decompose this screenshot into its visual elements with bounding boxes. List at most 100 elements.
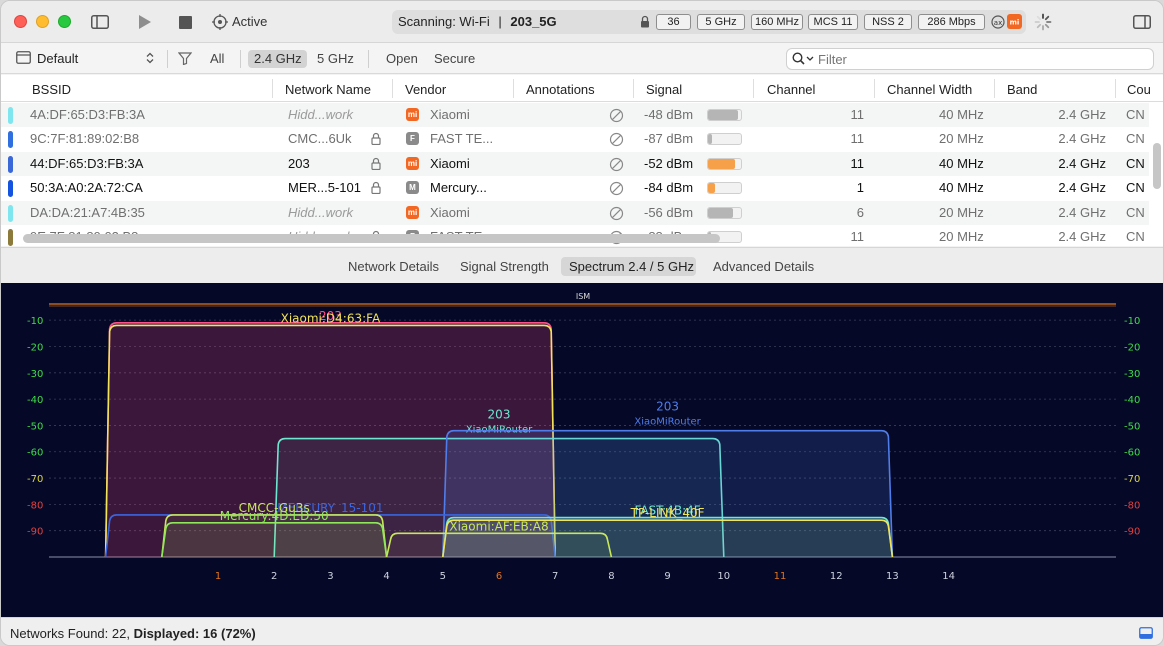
close-window-button[interactable] (14, 15, 27, 28)
col-separator[interactable] (994, 79, 995, 98)
cell-network-name: 203 (288, 155, 310, 171)
divider (240, 50, 241, 68)
tab-signal-strength[interactable]: Signal Strength (460, 259, 549, 274)
sidebar-toggle-icon[interactable] (90, 12, 110, 32)
filter-24ghz[interactable]: 2.4 GHz (254, 51, 302, 66)
col-separator[interactable] (513, 79, 514, 98)
col-annotations[interactable]: Annotations (526, 82, 595, 97)
table-row[interactable]: DA:DA:21:A7:4B:35 Hidd...work mi Xiaomi -56 … (1, 200, 1149, 225)
filter-24ghz-selected-bg (248, 50, 307, 68)
no-annotation-icon[interactable] (609, 206, 624, 224)
table-row[interactable]: 9C:7F:81:89:02:B8 CMC...6Uk F FAST TE... -87… (1, 127, 1149, 151)
vendor-icon: mi (406, 205, 419, 219)
minimize-window-button[interactable] (36, 15, 49, 28)
chevron-updown-icon[interactable] (146, 52, 154, 67)
inspector-toggle-icon[interactable] (1132, 12, 1152, 32)
profile-select[interactable]: Default (37, 51, 79, 66)
col-network-name[interactable]: Network Name (285, 82, 371, 97)
col-separator[interactable] (1115, 79, 1116, 98)
x-tick-label: 2 (271, 571, 277, 582)
filter-5ghz[interactable]: 5 GHz (317, 51, 354, 66)
network-color-strip (8, 229, 13, 246)
loading-spinner-icon (1033, 12, 1053, 32)
cell-vendor: Xiaomi (430, 204, 470, 220)
table-row[interactable]: 44:DF:65:D3:FB:3A 203 mi Xiaomi -52 dBm 11 40 … (1, 151, 1149, 176)
filter-funnel-icon[interactable] (177, 52, 193, 68)
cell-signal: -56 dBm (644, 204, 694, 220)
signal-strength-fill (708, 207, 733, 218)
spectrum-svg: ISM -10 -10 -20 -20 -30 -30 -40 -40 -50 -50 -60 -60 -… (27, 292, 1140, 582)
col-separator[interactable] (272, 79, 273, 98)
network-label: 203 (656, 400, 679, 414)
y-tick-label-left: -50 (27, 421, 43, 432)
stop-icon[interactable] (175, 12, 195, 32)
col-separator[interactable] (392, 79, 393, 98)
y-tick-label-left: -20 (27, 342, 43, 353)
x-tick-label: 13 (886, 571, 899, 582)
col-signal[interactable]: Signal (646, 82, 683, 97)
zoom-window-button[interactable] (58, 15, 71, 28)
col-band[interactable]: Band (1007, 82, 1038, 97)
network-curve (161, 514, 388, 558)
cell-channel: 11 (850, 155, 865, 171)
filter-open[interactable]: Open (386, 51, 418, 66)
cell-band: 2.4 GHz (1058, 180, 1106, 196)
y-tick-label-right: -80 (1124, 500, 1140, 511)
table-row[interactable]: 50:3A:A0:2A:72:CA MER...5-101 M Mercury... -… (1, 176, 1149, 200)
network-area (105, 322, 556, 557)
network-label: 203 (488, 408, 511, 422)
x-tick-label: 7 (552, 571, 558, 582)
scan-separator: | (498, 14, 502, 29)
col-vendor[interactable]: Vendor (405, 82, 447, 97)
col-separator[interactable] (633, 79, 634, 98)
no-annotation-icon[interactable] (609, 181, 624, 199)
cell-bssid: 50:3A:A0:2A:72:CA (30, 180, 143, 196)
col-separator[interactable] (753, 79, 754, 98)
col-channel[interactable]: Channel (767, 82, 816, 97)
cell-channel-width: 20 MHz (939, 131, 984, 147)
col-channel-width[interactable]: Channel Width (887, 82, 973, 97)
no-annotation-icon[interactable] (609, 157, 624, 175)
network-area (442, 430, 893, 557)
no-annotation-icon[interactable] (609, 108, 624, 126)
bottom-panel-icon[interactable] (1139, 627, 1153, 642)
network-curve (442, 516, 894, 558)
x-tick-label: 11 (774, 571, 787, 582)
col-separator[interactable] (874, 79, 875, 98)
y-tick-label-right: -90 (1124, 527, 1140, 538)
filter-search-field[interactable] (786, 48, 1154, 70)
tab-spectrum[interactable]: Spectrum 2.4 / 5 GHz (569, 259, 694, 274)
cell-network-name: MER...5-101 (288, 180, 361, 196)
table-row[interactable]: 4A:DF:65:D3:FB:3A Hidd...work mi Xiaomi -48 … (1, 103, 1149, 127)
horizontal-scrollbar[interactable] (23, 234, 720, 243)
lock-icon (640, 15, 650, 31)
network-area (161, 514, 387, 557)
active-label[interactable]: Active (232, 14, 268, 29)
no-annotation-icon[interactable] (609, 132, 624, 150)
cell-country: CN (1126, 229, 1145, 244)
cell-bssid: 9C:7F:81:89:02:B8 (30, 131, 140, 147)
networks-table: BSSID Network Name Vendor Annotations Si… (1, 75, 1163, 246)
col-country[interactable]: Cou (1127, 82, 1151, 97)
network-label: 203 (319, 309, 342, 323)
filter-all[interactable]: All (210, 51, 225, 66)
cell-country: CN (1126, 180, 1145, 196)
active-scan-icon[interactable] (210, 12, 230, 32)
col-bssid[interactable]: BSSID (32, 82, 72, 97)
play-icon[interactable] (135, 12, 155, 32)
tab-network-details[interactable]: Network Details (348, 259, 440, 274)
signal-strength-bar (707, 206, 742, 219)
filter-secure[interactable]: Secure (434, 51, 476, 66)
signal-strength-fill (708, 183, 715, 194)
cell-country: CN (1126, 131, 1145, 147)
cell-bssid: DA:DA:21:A7:4B:35 (30, 204, 145, 220)
lock-icon (371, 181, 381, 197)
search-input[interactable] (818, 52, 1118, 67)
tab-advanced-details[interactable]: Advanced Details (713, 259, 815, 274)
scan-status-box: Scanning: Wi-Fi | 203_5G 36 5 GHz 160 MH… (392, 10, 1026, 34)
vertical-scrollbar[interactable] (1153, 143, 1161, 189)
cell-channel: 1 (856, 180, 864, 196)
divider (167, 50, 168, 68)
network-curve (104, 321, 556, 558)
